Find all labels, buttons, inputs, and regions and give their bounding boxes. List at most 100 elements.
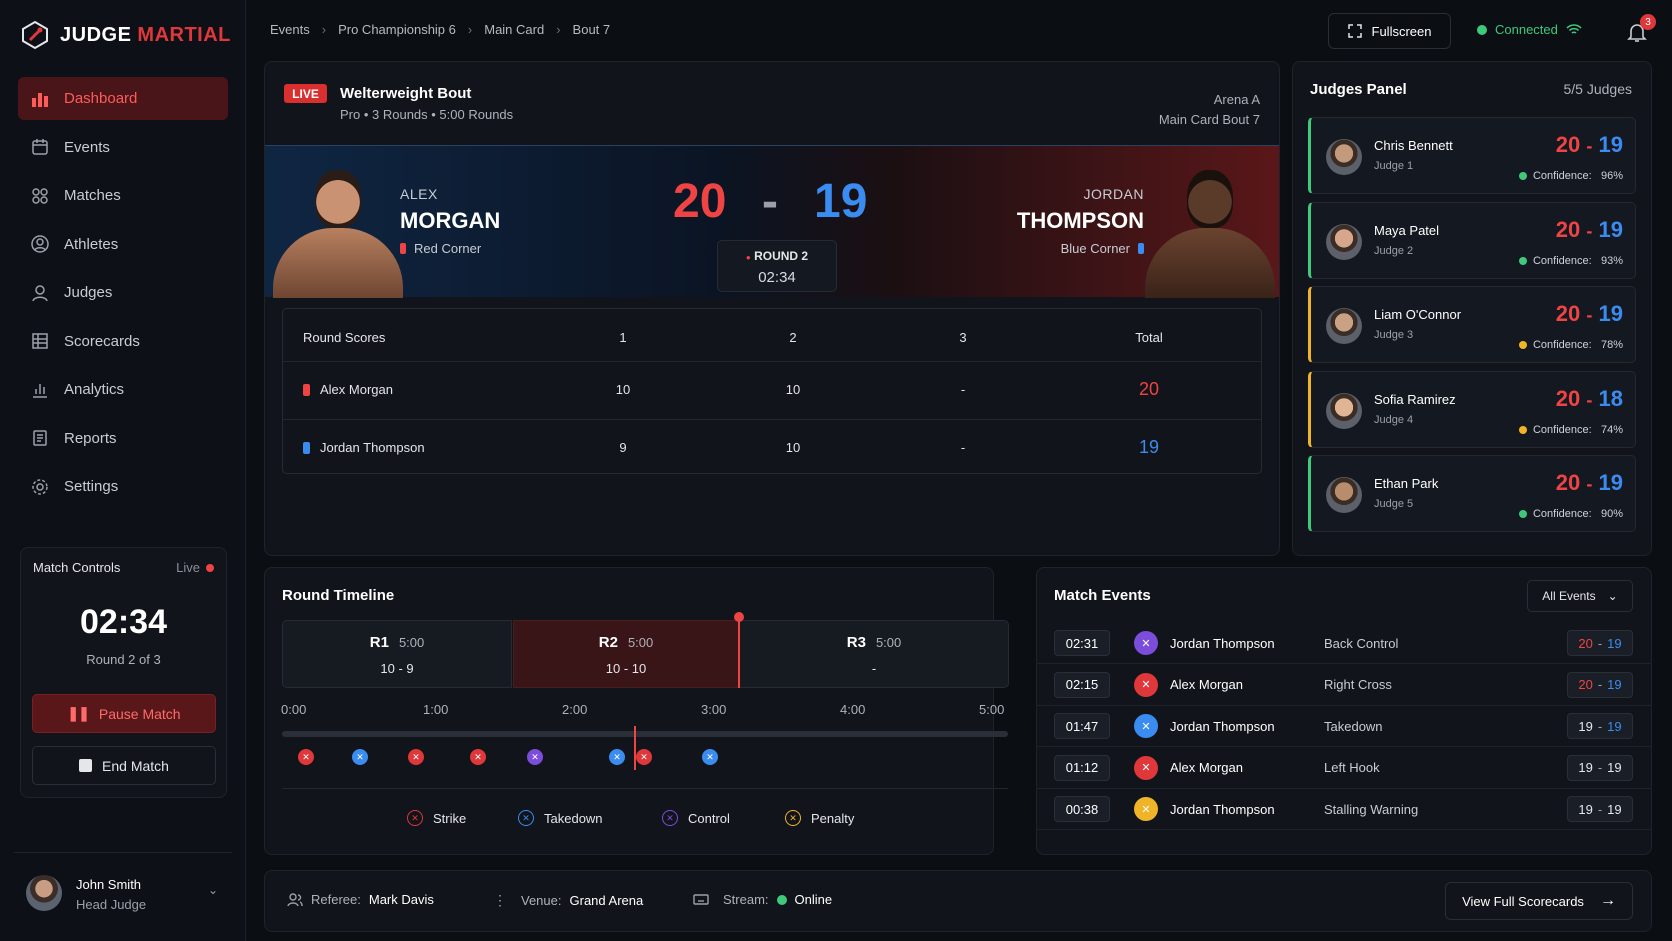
takedown-marker[interactable]: ✕	[352, 749, 368, 765]
round-name: R3	[846, 634, 866, 651]
confidence: Confidence: High 93%	[1518, 254, 1623, 267]
bout-location: Arena A Main Card Bout 7	[1159, 90, 1260, 130]
strike-marker[interactable]: ✕	[636, 749, 652, 765]
match-events: Match Events All Events ⌄ 02:31 ✕ Jordan …	[1036, 567, 1652, 855]
event-row[interactable]: 01:47 ✕ Jordan Thompson Takedown 19-19	[1037, 706, 1651, 747]
round-duration: 5:00	[398, 635, 425, 650]
score-separator: -	[1586, 389, 1593, 410]
referee-value: Mark Davis	[368, 892, 434, 907]
breadcrumb-item[interactable]: Main Card	[484, 22, 545, 37]
view-full-scorecards-button[interactable]: View Full Scorecards →	[1445, 882, 1633, 920]
event-score: 19-19	[1567, 796, 1633, 822]
event-row[interactable]: 02:15 ✕ Alex Morgan Right Cross 20-19	[1037, 665, 1651, 706]
timeline-track[interactable]	[282, 731, 1008, 737]
judge-red-score: 20	[1555, 216, 1581, 242]
judges-panel-title: Judges Panel	[1310, 81, 1407, 98]
takedown-marker[interactable]: ✕	[702, 749, 718, 765]
judge-blue-score: 18	[1598, 385, 1623, 411]
round-segment-r1[interactable]: R1 5:00 10 - 9	[282, 620, 512, 688]
judge-name: Ethan Park	[1374, 476, 1439, 491]
notification-badge: 3	[1640, 14, 1656, 30]
sidebar-item-matches[interactable]: Matches	[18, 174, 228, 217]
time-tick: 3:00	[701, 702, 727, 717]
user-profile[interactable]: John Smith Head Judge ⌄	[14, 852, 232, 932]
blue-corner: Blue Corner	[1061, 241, 1144, 256]
event-row[interactable]: 01:12 ✕ Alex Morgan Left Hook 19-19	[1037, 748, 1651, 789]
judge-card[interactable]: Chris Bennett Judge 1 20 - 19 Confidence…	[1308, 117, 1636, 194]
column-header: 2	[789, 329, 797, 345]
divider	[282, 788, 1008, 789]
strike-marker[interactable]: ✕	[298, 749, 314, 765]
playhead[interactable]	[634, 726, 636, 770]
sidebar-item-events[interactable]: Events	[18, 126, 228, 169]
judge-label: Judge 4	[1374, 413, 1414, 426]
round-indicator: Round 2 of 3	[86, 652, 161, 667]
breadcrumb-item[interactable]: Bout 7	[572, 22, 611, 37]
round-segment-r3[interactable]: R3 5:00 -	[739, 620, 1009, 688]
event-fighter: Alex Morgan	[1170, 760, 1243, 775]
sidebar-item-scorecards[interactable]: Scorecards	[18, 320, 228, 363]
column-header: Total	[1135, 329, 1163, 345]
events-filter-dropdown[interactable]: All Events ⌄	[1527, 580, 1633, 612]
brand-name-accent: MARTIAL	[137, 23, 231, 46]
match-events-title: Match Events	[1054, 587, 1151, 604]
event-row[interactable]: 02:31 ✕ Jordan Thompson Back Control 20-…	[1037, 623, 1651, 664]
judge-card[interactable]: Sofia Ramirez Judge 4 20 - 18 Confidence…	[1308, 370, 1636, 448]
strike-icon: ✕	[407, 810, 423, 826]
penalty-icon: ✕	[1134, 797, 1158, 821]
red-total-score: 20	[673, 175, 727, 228]
status-dot	[1477, 24, 1487, 35]
connection-status: Connected	[1477, 22, 1582, 37]
pause-match-button[interactable]: ❚❚ Pause Match	[32, 694, 216, 733]
takedown-marker[interactable]: ✕	[609, 749, 625, 765]
judge-label: Judge 5	[1374, 498, 1414, 510]
event-row[interactable]: 00:38 ✕ Jordan Thompson Stalling Warning…	[1037, 789, 1651, 830]
red-corner: Red Corner	[400, 241, 481, 256]
event-blue-score: 19	[1607, 801, 1622, 817]
confidence-label: Confidence: High	[1532, 254, 1595, 267]
judge-red-score: 20	[1555, 132, 1581, 157]
legend-label: Control	[688, 810, 730, 826]
event-red-score: 20	[1578, 677, 1593, 692]
breadcrumb-item[interactable]: Pro Championship 6	[338, 22, 456, 37]
sidebar-item-reports[interactable]: Reports	[18, 417, 228, 460]
time-tick: 5:00	[979, 702, 1005, 717]
confidence-percent: 96%	[1600, 170, 1623, 182]
end-match-button[interactable]: End Match	[32, 746, 216, 785]
breadcrumb-item[interactable]: Events	[270, 22, 310, 37]
column-header: Round Scores	[303, 329, 386, 345]
judge-card[interactable]: Ethan Park Judge 5 20 - 19 Confidence: H…	[1308, 455, 1636, 532]
round-score: 10	[785, 382, 801, 397]
sidebar-item-label: Settings	[64, 478, 119, 495]
avatar	[26, 875, 62, 911]
round-score: -	[960, 382, 966, 397]
event-type: Back Control	[1324, 635, 1399, 651]
user-role: Head Judge	[76, 897, 147, 912]
sidebar-nav: Dashboard Events Matches Athletes Judges…	[18, 77, 228, 514]
judge-red-score: 20	[1555, 470, 1581, 495]
judge-red-score: 20	[1555, 301, 1581, 326]
sidebar-item-analytics[interactable]: Analytics	[18, 368, 228, 411]
judge-name: Liam O'Connor	[1374, 307, 1462, 322]
sidebar-item-settings[interactable]: Settings	[18, 465, 228, 508]
bell-icon[interactable]	[1625, 20, 1649, 44]
current-time-handle[interactable]	[734, 612, 744, 622]
control-marker[interactable]: ✕	[527, 749, 543, 765]
logo-icon	[22, 20, 48, 50]
sidebar-item-dashboard[interactable]: Dashboard	[18, 77, 228, 120]
fullscreen-button[interactable]: Fullscreen	[1328, 13, 1451, 49]
sidebar-item-judges[interactable]: Judges	[18, 271, 228, 314]
total-score: 20	[1138, 379, 1160, 399]
bout-panel: LIVE Welterweight Bout Pro • 3 Rounds • …	[264, 61, 1280, 556]
judge-card[interactable]: Maya Patel Judge 2 20 - 19 Confidence: H…	[1308, 201, 1636, 279]
judges-count: 5/5 Judges	[1563, 81, 1633, 97]
logo[interactable]: JUDGE MARTIAL	[20, 20, 231, 50]
strike-marker[interactable]: ✕	[470, 749, 486, 765]
event-score: 19-19	[1567, 713, 1633, 739]
round-segment-r2[interactable]: R2 5:00 10 - 10	[513, 620, 739, 688]
stream-label: Stream:	[723, 892, 769, 907]
event-time: 01:12	[1054, 754, 1110, 781]
judge-card[interactable]: Liam O'Connor Judge 3 20 - 19 Confidence…	[1308, 286, 1636, 363]
sidebar-item-athletes[interactable]: Athletes	[18, 223, 228, 266]
strike-marker[interactable]: ✕	[408, 749, 424, 765]
